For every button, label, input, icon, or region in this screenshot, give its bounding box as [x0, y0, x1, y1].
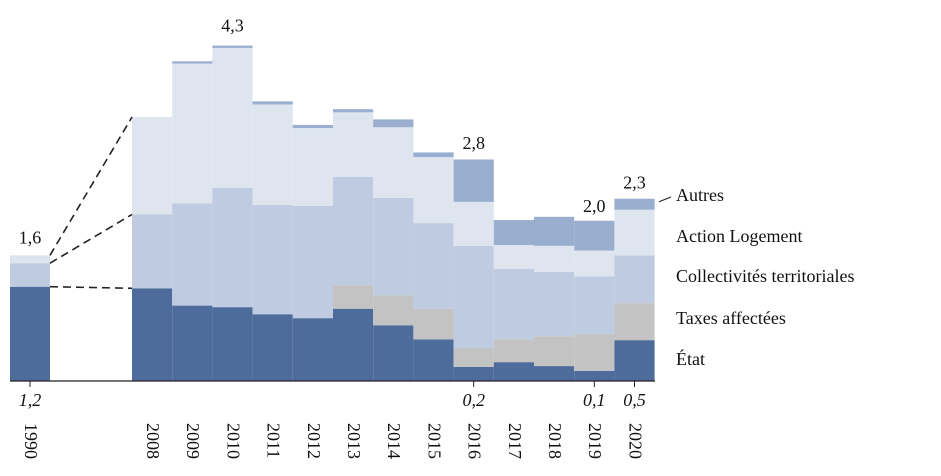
segment	[212, 307, 253, 381]
x-tick-label: 2020	[625, 423, 645, 459]
segment	[413, 223, 454, 309]
segment	[172, 61, 213, 64]
legend-label: Action Logement	[676, 226, 802, 246]
segment	[333, 109, 374, 113]
segment	[373, 127, 414, 198]
x-tick-label: 2016	[465, 423, 485, 459]
segment	[333, 176, 374, 286]
break-connector	[49, 116, 133, 256]
segment	[614, 209, 655, 256]
legend-label: Taxes affectées	[676, 308, 786, 328]
segment	[292, 205, 333, 319]
segment	[333, 285, 374, 309]
segment	[493, 268, 534, 340]
segment	[132, 117, 173, 215]
segment	[252, 104, 293, 206]
segment	[10, 286, 50, 381]
segment	[534, 366, 575, 381]
segment	[252, 101, 293, 105]
segment	[333, 112, 374, 177]
segment	[172, 305, 213, 381]
segment	[10, 263, 50, 287]
legend-label: Autres	[676, 185, 724, 205]
segment	[212, 45, 253, 48]
etat-label: 0,2	[462, 390, 485, 410]
segment	[10, 255, 50, 264]
segment	[373, 325, 414, 381]
x-tick-label: 2015	[424, 423, 444, 459]
segment	[172, 63, 213, 204]
segment	[373, 197, 414, 296]
x-tick-label: 2018	[545, 423, 565, 459]
etat-label: 0,1	[583, 390, 606, 410]
x-tick-label: 2012	[304, 423, 324, 459]
segment	[413, 339, 454, 381]
segment	[413, 152, 454, 158]
segment	[252, 205, 293, 315]
segment	[373, 119, 414, 128]
etat-label: 1,2	[19, 390, 42, 410]
segment	[292, 124, 333, 129]
segment	[534, 216, 575, 246]
segment	[132, 214, 173, 289]
legend-connector	[658, 196, 672, 203]
total-label: 1,6	[19, 227, 42, 247]
segment	[534, 336, 575, 367]
segment	[614, 340, 655, 381]
segment	[574, 333, 615, 371]
segment	[413, 308, 454, 340]
segment	[292, 128, 333, 206]
total-label: 2,0	[583, 196, 606, 216]
segment	[333, 308, 374, 381]
x-tick-label: 2014	[384, 423, 404, 459]
segment	[574, 370, 615, 381]
segment	[252, 314, 293, 381]
break-connector	[49, 285, 133, 290]
segment	[172, 203, 213, 306]
etat-label: 0,5	[623, 390, 646, 410]
segment	[212, 47, 253, 188]
segment	[574, 250, 615, 277]
total-label: 2,3	[623, 172, 646, 192]
segment	[493, 362, 534, 381]
segment	[614, 198, 655, 210]
x-tick-label: 2019	[585, 423, 605, 459]
segment	[373, 295, 414, 326]
x-tick-label: 2017	[505, 423, 525, 459]
segment	[453, 348, 494, 367]
segment	[212, 187, 253, 308]
segment	[574, 220, 615, 251]
x-tick-label: 2009	[183, 423, 203, 459]
segment	[292, 318, 333, 381]
segment	[453, 245, 494, 349]
segment	[534, 245, 575, 272]
segment	[534, 271, 575, 337]
segment	[493, 219, 534, 246]
total-label: 2,8	[462, 133, 485, 153]
segment	[453, 366, 494, 381]
segment	[493, 339, 534, 363]
segment	[614, 303, 655, 341]
x-tick-label: 1990	[21, 423, 41, 459]
x-tick-label: 2008	[143, 423, 163, 459]
segment	[132, 288, 173, 381]
total-label: 4,3	[221, 15, 244, 35]
segment	[614, 255, 655, 304]
break-connector	[49, 213, 133, 264]
legend-label: Collectivités territoriales	[676, 266, 854, 286]
segment	[453, 159, 494, 202]
x-tick-label: 2011	[264, 423, 284, 458]
x-tick-label: 2010	[223, 423, 243, 459]
segment	[493, 245, 534, 269]
segment	[453, 201, 494, 246]
legend-label: État	[676, 348, 705, 369]
segment	[574, 276, 615, 334]
x-tick-label: 2013	[344, 423, 364, 459]
segment	[413, 157, 454, 224]
